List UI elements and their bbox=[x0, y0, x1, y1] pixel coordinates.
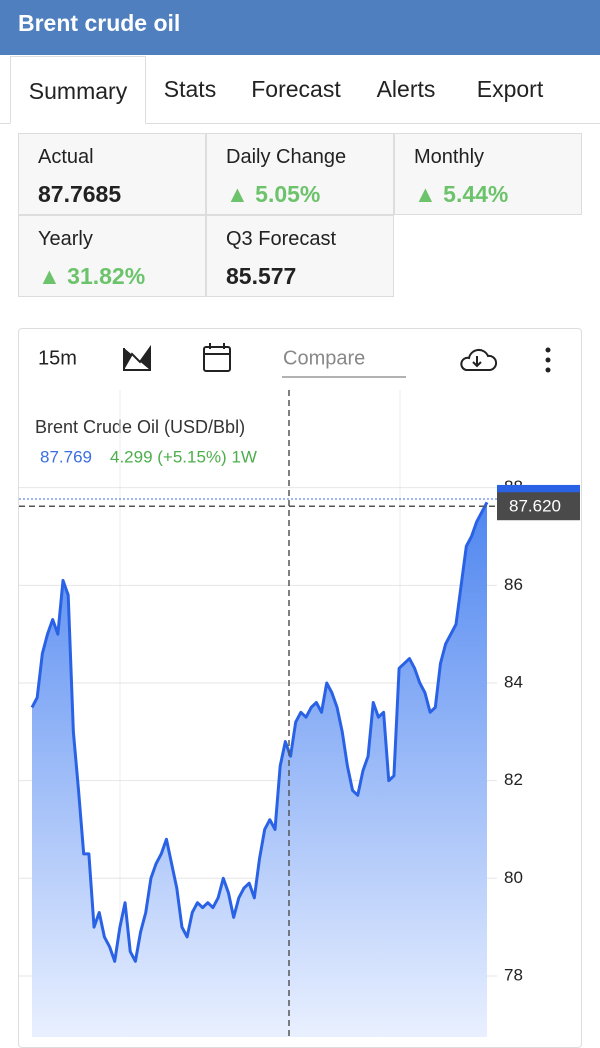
tab[interactable]: Summary bbox=[10, 56, 146, 124]
stat-value: ▲ 5.05% bbox=[226, 181, 320, 208]
stat-card: Actual 87.7685 bbox=[18, 133, 206, 215]
y-tick-label: 84 bbox=[504, 672, 523, 691]
stat-value-text: 5.44% bbox=[443, 181, 509, 207]
area-fill bbox=[32, 502, 487, 1037]
header-title: Brent crude oil bbox=[18, 10, 181, 36]
tab[interactable]: Export bbox=[476, 76, 544, 102]
stat-value: 87.7685 bbox=[38, 181, 122, 207]
y-tick-label: 80 bbox=[504, 868, 523, 887]
stat-label: Yearly bbox=[38, 228, 93, 250]
stat-card: Daily Change ▲ 5.05% bbox=[206, 133, 394, 215]
stat-label: Q3 Forecast bbox=[226, 228, 337, 250]
stat-card: Monthly ▲ 5.44% bbox=[394, 133, 582, 215]
last-value-text: 87.769 bbox=[40, 447, 92, 466]
stat-card: Q3 Forecast 85.577 bbox=[206, 215, 394, 297]
tab-bar: Summary Stats Forecast Alerts Export bbox=[0, 55, 600, 124]
stat-label: Daily Change bbox=[226, 146, 347, 168]
download-icon[interactable] bbox=[460, 348, 498, 371]
calendar-icon[interactable] bbox=[203, 343, 231, 372]
y-tick-label: 86 bbox=[504, 575, 523, 594]
stat-value-text: 31.82% bbox=[67, 263, 146, 289]
y-tick-label: 78 bbox=[504, 965, 523, 984]
change-text: 4.299 (+5.15%) 1W bbox=[110, 447, 257, 466]
chart-title: Brent Crude Oil (USD/Bbl) bbox=[35, 417, 245, 437]
compare-input[interactable]: Compare bbox=[283, 347, 365, 369]
stat-label: Actual bbox=[38, 146, 94, 168]
up-arrow: ▲ bbox=[414, 181, 444, 207]
y-axis: 78808284868887.620 bbox=[497, 477, 580, 984]
tab[interactable]: Stats bbox=[163, 76, 217, 102]
plot-area bbox=[19, 390, 497, 1037]
tab[interactable]: Forecast bbox=[251, 76, 341, 102]
stat-value: ▲ 5.44% bbox=[414, 181, 508, 208]
chart-type-icon[interactable] bbox=[123, 344, 151, 371]
interval-button[interactable]: 15m bbox=[38, 347, 77, 369]
crosshair-label-box bbox=[497, 492, 580, 521]
stat-card: Yearly ▲ 31.82% bbox=[18, 215, 206, 297]
menu-icon[interactable] bbox=[545, 347, 551, 373]
stat-value-text: 5.05% bbox=[255, 181, 321, 207]
up-arrow: ▲ bbox=[38, 263, 68, 289]
stat-value: ▲ 31.82% bbox=[38, 263, 145, 290]
y-tick-label: 82 bbox=[504, 770, 523, 789]
price-line bbox=[30, 501, 489, 963]
header: Brent crude oil bbox=[0, 0, 600, 55]
tab[interactable]: Alerts bbox=[376, 76, 436, 102]
crosshair-label: 87.620 bbox=[509, 497, 561, 516]
stat-value: 85.577 bbox=[226, 263, 297, 289]
up-arrow: ▲ bbox=[226, 181, 256, 207]
stat-label: Monthly bbox=[414, 146, 485, 168]
